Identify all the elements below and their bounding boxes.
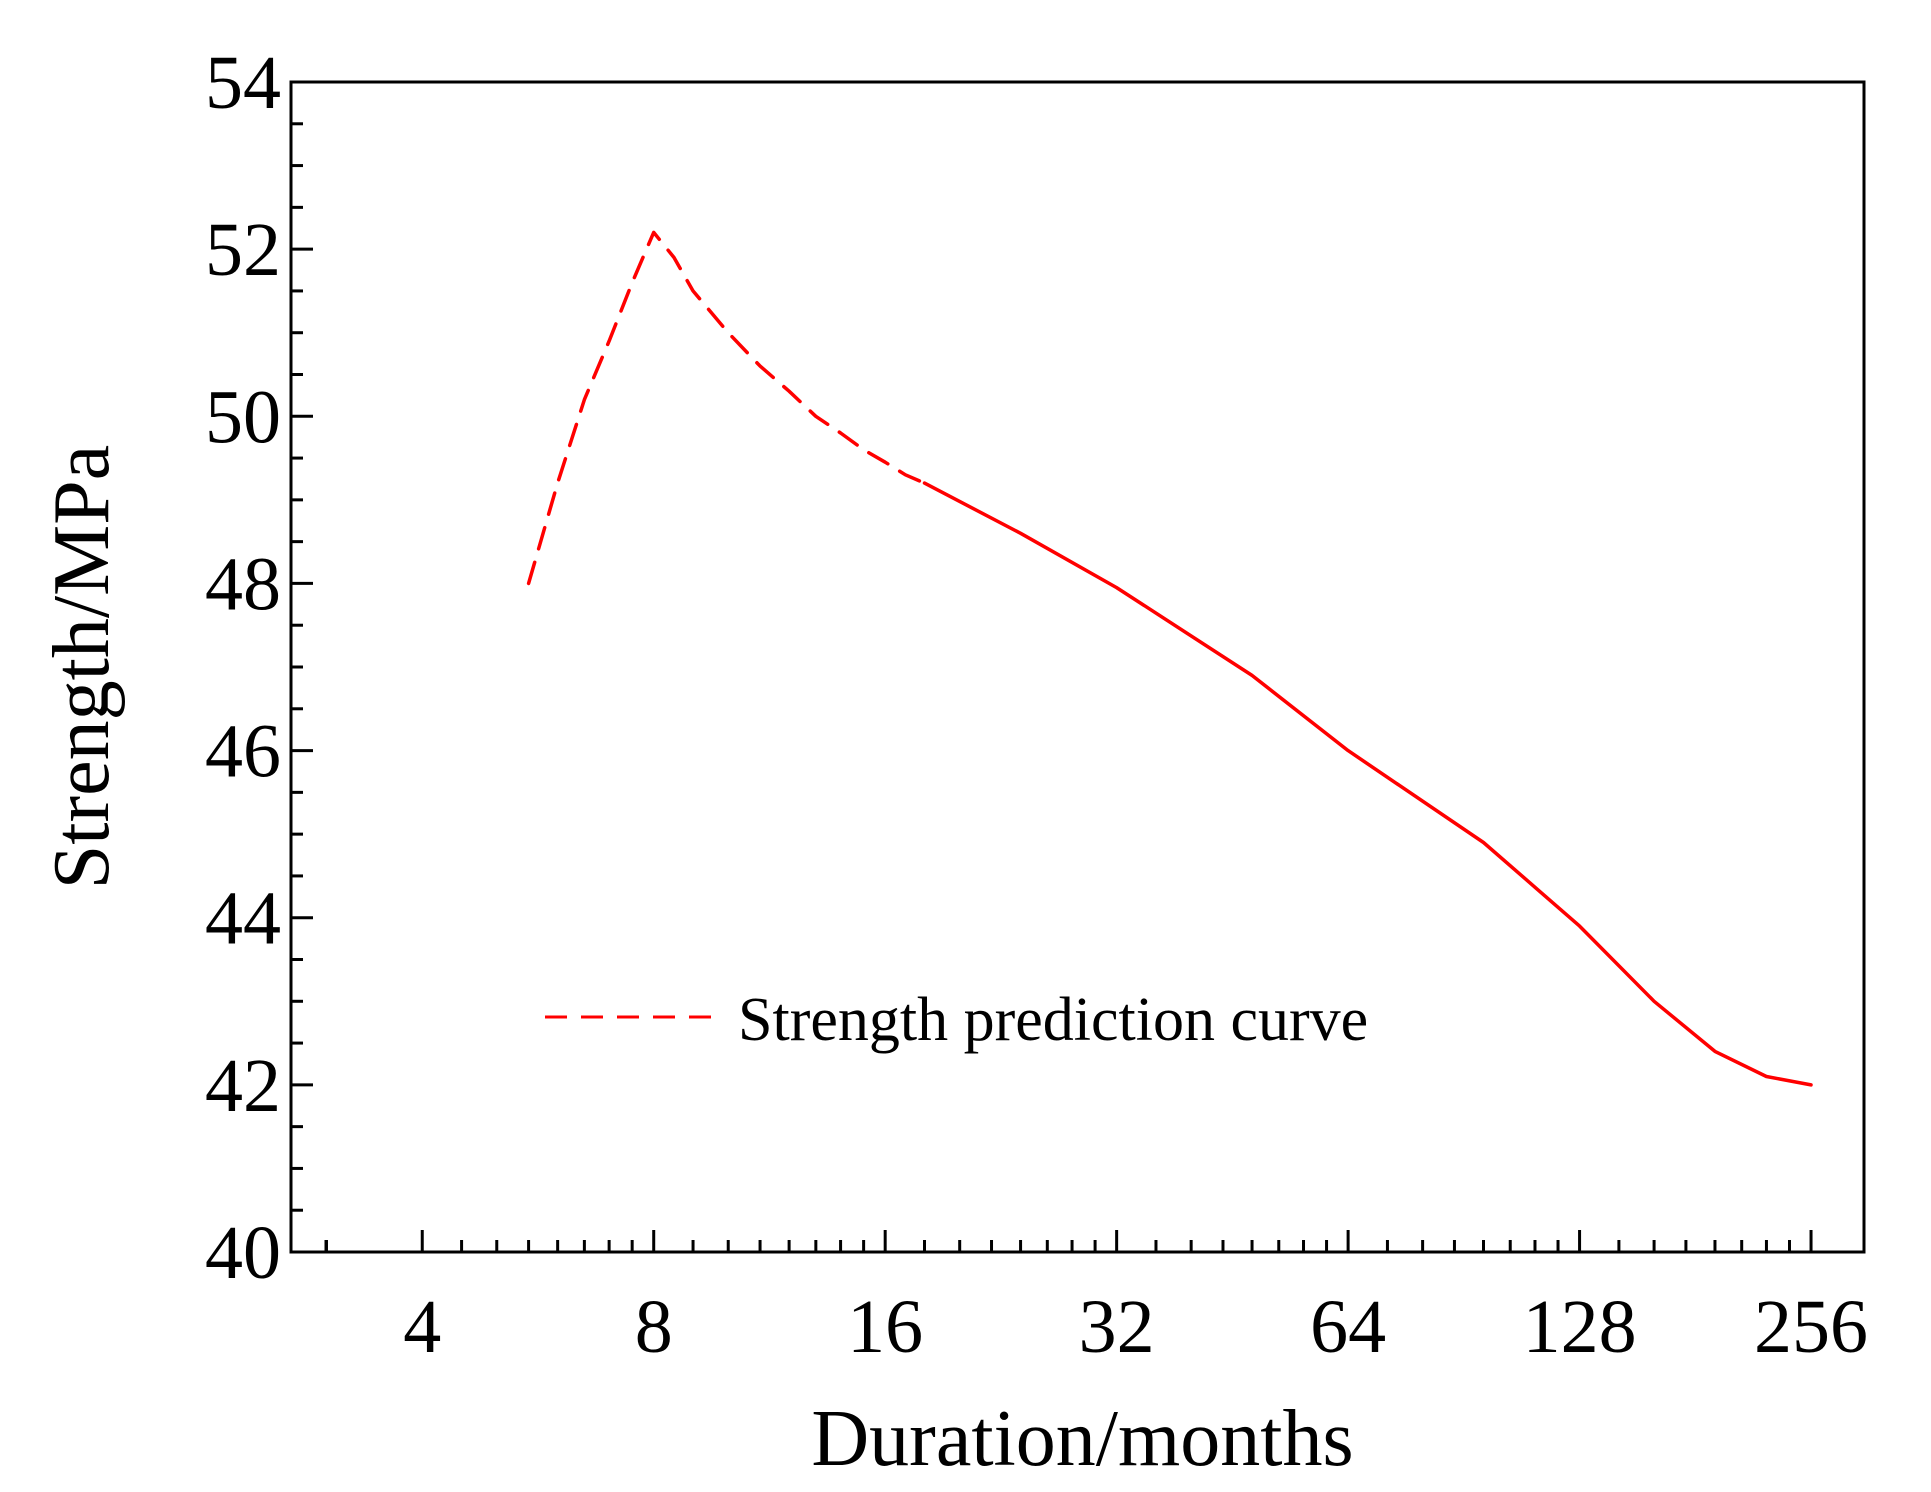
x-tick-label: 4 [403, 1285, 441, 1369]
x-tick-label: 32 [1079, 1285, 1155, 1369]
y-tick-label: 46 [205, 710, 281, 794]
x-tick-label: 64 [1310, 1285, 1386, 1369]
x-axis-title: Duration/months [811, 1395, 1353, 1483]
y-tick-label: 54 [205, 41, 281, 125]
y-tick-label: 40 [205, 1211, 281, 1295]
y-tick-label: 48 [205, 542, 281, 626]
legend-label: Strength prediction curve [738, 986, 1368, 1054]
legend: Strength prediction curve [545, 986, 1368, 1054]
x-tick-label: 256 [1754, 1285, 1868, 1369]
x-tick-label: 128 [1523, 1285, 1637, 1369]
prediction-curve-solid [922, 481, 1813, 1087]
y-tick-label: 50 [205, 375, 281, 459]
series-layer [526, 230, 1813, 1087]
x-tick-label: 16 [847, 1285, 923, 1369]
y-axis-title: Strength/MPa [38, 445, 126, 889]
y-tick-label: 52 [205, 208, 281, 292]
x-tick-label: 8 [635, 1285, 673, 1369]
plot-frame [289, 80, 1866, 1254]
y-tick-label: 42 [205, 1044, 281, 1128]
y-tick-label: 44 [205, 877, 281, 961]
prediction-curve-dashed [526, 230, 927, 586]
